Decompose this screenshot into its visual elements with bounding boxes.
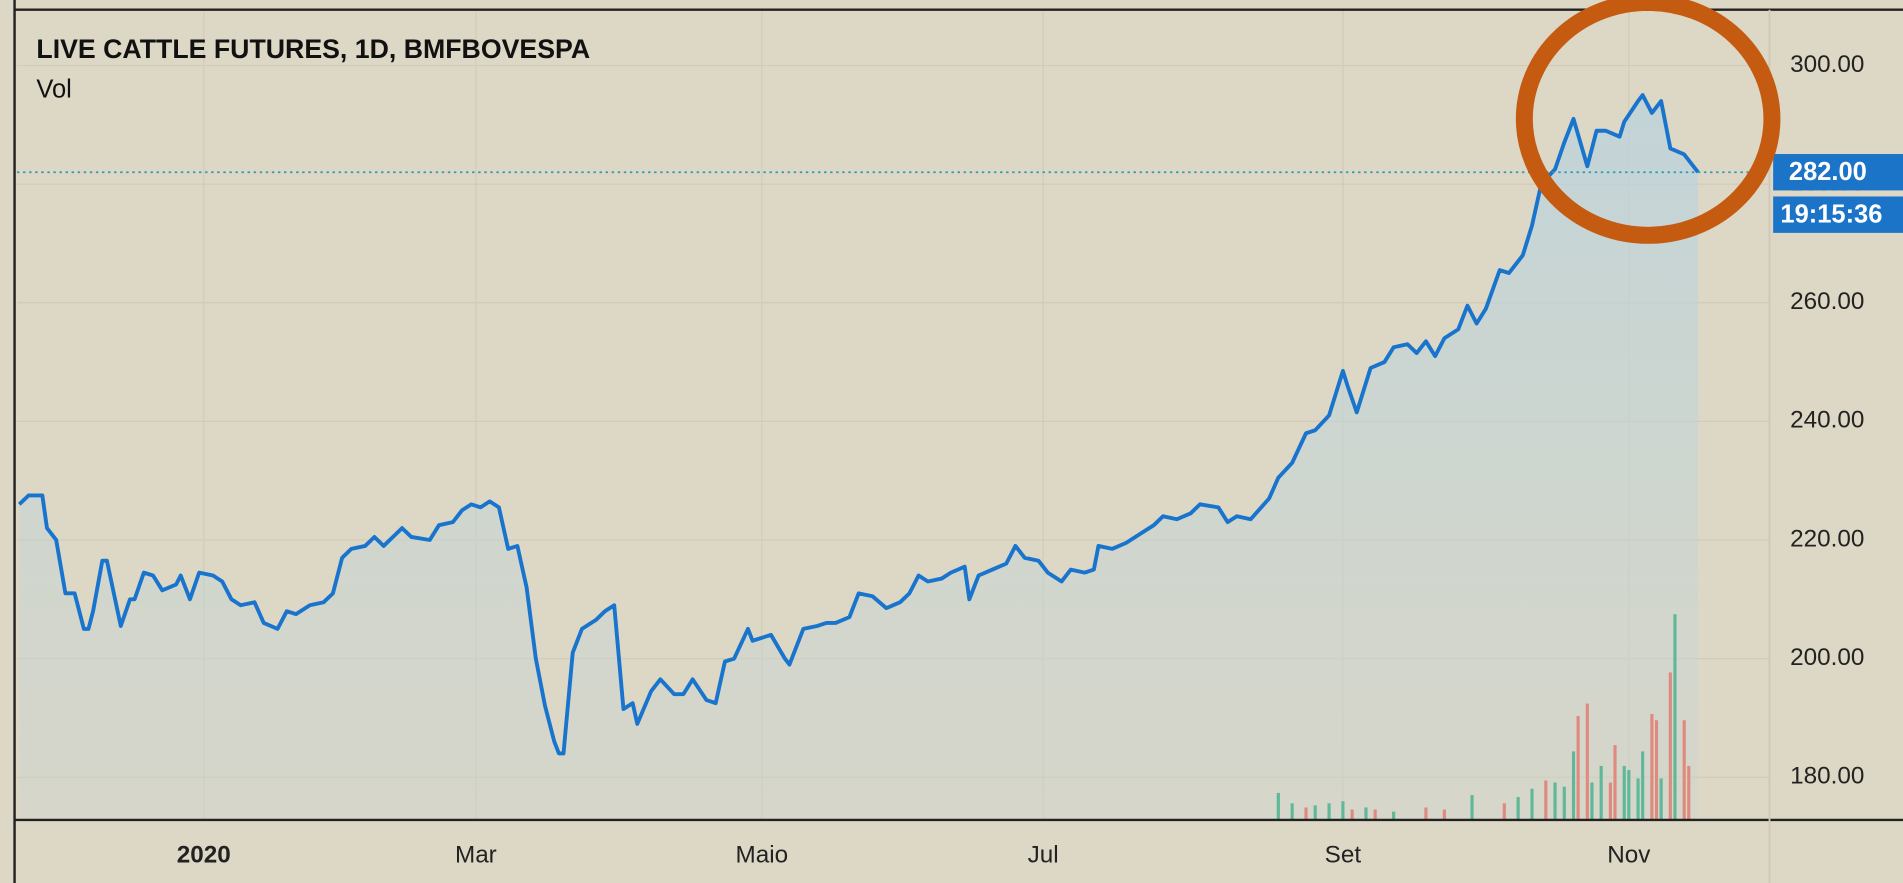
y-tick-label: 240.00 [1790, 407, 1864, 434]
volume-bar [1276, 792, 1280, 820]
last-price-box [1773, 154, 1903, 191]
price-line [17, 93, 1700, 756]
volume-bar [1627, 770, 1631, 820]
last-price-label: 282.00 [1789, 158, 1867, 186]
x-tick-label: Nov [1607, 842, 1651, 869]
volume-bar [1659, 778, 1663, 820]
volume-bar [1327, 803, 1331, 820]
x-tick-label: Mar [455, 842, 497, 869]
x-tick-label: Jul [1028, 842, 1059, 869]
y-tick-label: 180.00 [1790, 763, 1864, 790]
highlight-circle [1515, 0, 1781, 244]
chart-title: LIVE CATTLE FUTURES, 1D, BMFBOVESPA [36, 34, 590, 64]
volume-bar [1571, 751, 1576, 820]
volume-bar [1590, 782, 1594, 820]
volume-bar [1562, 786, 1566, 820]
volume-bar [1668, 672, 1672, 820]
y-tick-label: 200.00 [1790, 644, 1864, 671]
volume-bar [1641, 751, 1645, 820]
volume-bar [1599, 765, 1603, 820]
volume-bar [1585, 703, 1589, 820]
volume-bar [1682, 720, 1686, 820]
volume-bar [1304, 807, 1308, 820]
volume-bar [1650, 713, 1654, 820]
volume-bar [1364, 807, 1368, 820]
volume-bar [1687, 765, 1691, 820]
volume-bar [1341, 801, 1345, 820]
volume-bar [1502, 803, 1506, 820]
countdown-label: 19:15:36 [1780, 201, 1882, 229]
x-tick-label: Set [1325, 842, 1362, 869]
volume-bar [1313, 805, 1317, 820]
y-tick-label: 220.00 [1790, 525, 1864, 552]
volume-bar [1424, 807, 1428, 820]
volume-bar [1553, 782, 1557, 820]
volume-bar [1673, 614, 1677, 820]
y-tick-label: 300.00 [1790, 51, 1864, 78]
volume-bar [1636, 778, 1640, 820]
volume-bar [1608, 782, 1612, 820]
volume-bar [1654, 720, 1659, 820]
volume-label: Vol [36, 76, 71, 104]
volume-bar [1530, 788, 1534, 820]
volume-bar [1544, 780, 1548, 820]
volume-bar [1576, 716, 1580, 820]
y-tick-label: 260.00 [1790, 288, 1864, 315]
volume-bar [1290, 803, 1294, 820]
volume-bar [1516, 797, 1520, 820]
countdown-box [1773, 196, 1903, 233]
volume-bar [1470, 794, 1474, 820]
volume-bar [1613, 745, 1617, 820]
volume-bar [1373, 809, 1377, 820]
volume-bar [1442, 809, 1446, 820]
marks [16, 93, 1770, 820]
volume-bar [1622, 765, 1626, 820]
volume-bar [1350, 809, 1354, 820]
x-tick-label: 2020 [177, 842, 231, 869]
volume-bar [1392, 811, 1396, 820]
price-area [19, 95, 1699, 820]
labels: 180.00200.00220.00240.00260.00280.00300.… [177, 51, 1903, 869]
x-tick-label: Maio [736, 842, 789, 869]
